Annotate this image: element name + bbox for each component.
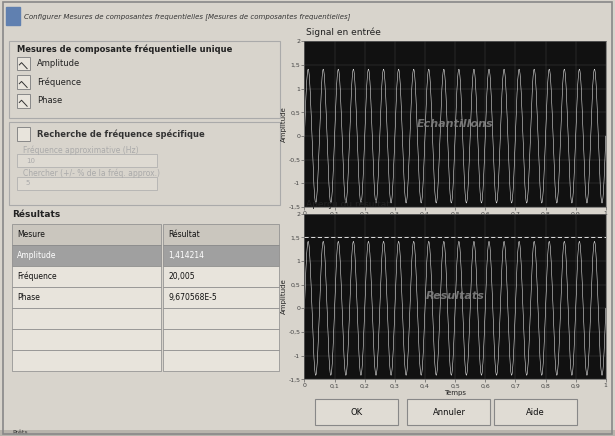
Y-axis label: Amplitude: Amplitude: [281, 279, 287, 314]
Text: 20,005: 20,005: [169, 272, 195, 281]
Bar: [12, 245, 162, 266]
Bar: [12, 286, 162, 308]
Text: Aide: Aide: [526, 408, 544, 417]
Text: Signal en entrée: Signal en entrée: [306, 27, 381, 37]
Bar: [12, 350, 162, 371]
Text: Configurer Mesures de composantes frequentielles [Mesures de composantes frequen: Configurer Mesures de composantes freque…: [25, 13, 351, 20]
Bar: [17, 127, 30, 141]
Text: Annuler: Annuler: [432, 408, 466, 417]
Bar: [12, 329, 162, 350]
Bar: [163, 245, 279, 266]
Text: Amplitude: Amplitude: [17, 251, 57, 259]
X-axis label: Temps: Temps: [444, 390, 466, 396]
Text: Phase: Phase: [17, 293, 40, 302]
Text: Aperçu du résultat: Aperçu du résultat: [306, 200, 389, 209]
Text: Prêts: Prêts: [12, 430, 28, 436]
Bar: [0, 430, 615, 436]
Bar: [9, 41, 280, 118]
Text: Chercher (+/- % de la fréq. approx.): Chercher (+/- % de la fréq. approx.): [23, 168, 160, 177]
Bar: [17, 94, 30, 108]
Text: Mesure: Mesure: [17, 229, 46, 238]
X-axis label: Temps: Temps: [444, 218, 466, 224]
Text: 1,414214: 1,414214: [169, 251, 204, 259]
Bar: [163, 350, 279, 371]
Text: 10: 10: [26, 158, 34, 164]
Bar: [6, 7, 20, 25]
Bar: [9, 122, 280, 205]
Text: OK: OK: [351, 408, 363, 417]
FancyBboxPatch shape: [407, 399, 491, 426]
FancyBboxPatch shape: [315, 399, 399, 426]
Bar: [12, 266, 162, 286]
Text: Fréquence: Fréquence: [17, 271, 57, 281]
Y-axis label: Amplitude: Amplitude: [281, 106, 287, 142]
Text: Mesures de composante fréquentielle unique: Mesures de composante fréquentielle uniq…: [17, 45, 232, 54]
FancyBboxPatch shape: [493, 399, 577, 426]
Bar: [12, 308, 162, 329]
Bar: [163, 286, 279, 308]
Text: Phase: Phase: [37, 96, 62, 105]
Bar: [163, 224, 279, 245]
Text: Recherche de fréquence spécifique: Recherche de fréquence spécifique: [37, 129, 205, 139]
Text: Fréquence approximative (Hz): Fréquence approximative (Hz): [23, 146, 138, 155]
Bar: [17, 154, 157, 167]
Bar: [163, 266, 279, 286]
Bar: [12, 224, 162, 245]
Text: Resultats: Resultats: [426, 292, 485, 301]
Text: 5: 5: [26, 181, 30, 186]
Text: Résultats: Résultats: [12, 210, 60, 219]
Bar: [17, 177, 157, 190]
Bar: [163, 308, 279, 329]
Bar: [17, 57, 30, 70]
Text: Echantillons: Echantillons: [417, 119, 493, 129]
Text: Amplitude: Amplitude: [37, 58, 80, 68]
Bar: [163, 329, 279, 350]
Text: 9,670568E-5: 9,670568E-5: [169, 293, 217, 302]
Bar: [17, 75, 30, 89]
Text: Résultat: Résultat: [169, 229, 200, 238]
Text: Fréquence: Fréquence: [37, 77, 81, 87]
